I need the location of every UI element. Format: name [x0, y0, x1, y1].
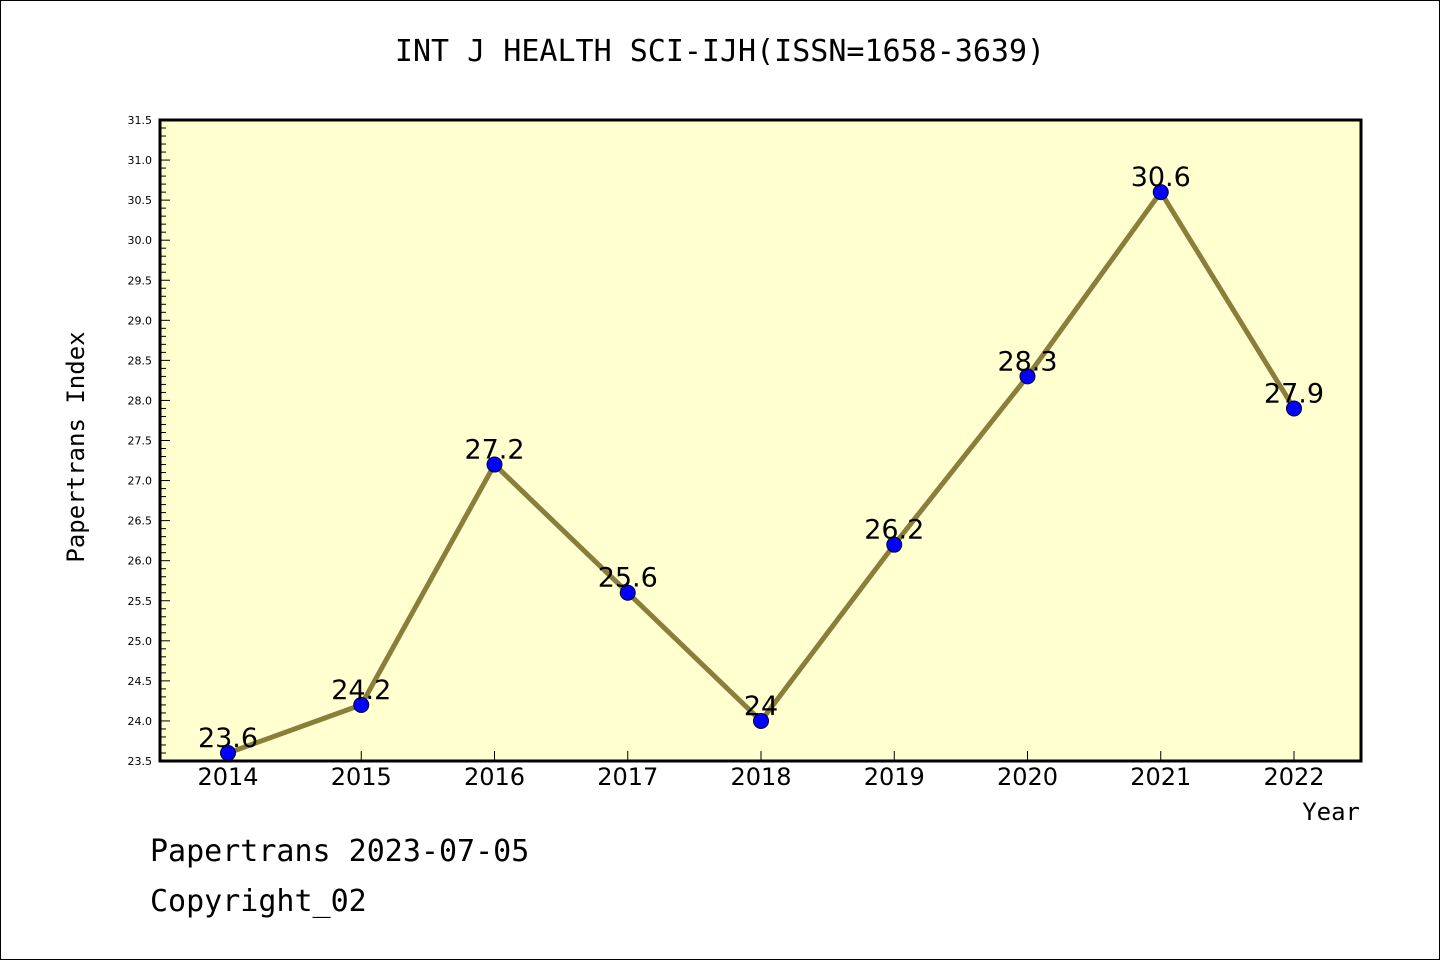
x-tick-label: 2016 [464, 763, 525, 791]
data-label: 27.9 [1264, 378, 1324, 409]
data-label: 26.2 [864, 515, 924, 546]
footer-date: Papertrans 2023-07-05 [150, 834, 530, 869]
plot-area [160, 120, 1361, 761]
data-labels: 23.6 24.2 27.2 25.6 24 26.2 28.3 30.6 27.9 [198, 162, 1324, 754]
y-tick-label: 29.0 [128, 314, 153, 327]
data-point [353, 696, 370, 713]
y-tick-label: 24.0 [128, 715, 153, 728]
y-axis-ticks: 23.5 24.0 24.5 25.0 25.5 26.0 26.5 27.0 27.5 28.0… [128, 114, 153, 768]
data-point [486, 456, 503, 473]
y-tick-label: 23.5 [128, 755, 153, 768]
x-tick-label: 2022 [1263, 763, 1324, 791]
data-point [1152, 184, 1169, 201]
data-label: 30.6 [1131, 162, 1191, 193]
data-label: 25.6 [598, 563, 658, 594]
x-axis-ticks: 2014 2015 2016 2017 2018 2019 2020 2021 2022 [197, 751, 1325, 791]
y-tick-label: 26.5 [128, 515, 153, 528]
y-tick-label: 27.0 [128, 475, 153, 488]
x-tick-label: 2019 [864, 763, 925, 791]
plot-border [158, 118, 1363, 763]
x-tick-label: 2021 [1130, 763, 1191, 791]
x-tick-label: 2015 [331, 763, 392, 791]
y-tick-label: 31.0 [128, 154, 153, 167]
series-markers [220, 184, 1302, 761]
x-axis-label: Year [1302, 798, 1360, 826]
data-label: 23.6 [198, 723, 258, 754]
y-axis-label: Papertrans Index [62, 331, 90, 562]
data-point [1286, 400, 1302, 417]
data-label: 27.2 [464, 435, 524, 466]
chart-title: INT J HEALTH SCI-IJH(ISSN=1658-3639) [394, 34, 1046, 69]
y-tick-label: 31.5 [128, 114, 153, 127]
data-point [1019, 368, 1036, 385]
data-point [753, 712, 769, 729]
data-point [886, 536, 903, 553]
y-tick-label: 30.0 [128, 234, 153, 247]
y-tick-label: 26.0 [128, 555, 153, 568]
data-label: 24 [744, 691, 778, 722]
data-label: 24.2 [331, 675, 391, 706]
y-tick-label: 28.5 [128, 354, 153, 367]
y-tick-label: 25.5 [128, 595, 153, 608]
y-tick-label: 27.5 [128, 435, 153, 448]
y-tick-label: 24.5 [128, 675, 153, 688]
y-tick-label: 29.5 [128, 274, 153, 287]
y-tick-label: 28.0 [128, 394, 153, 407]
footer-copyright: Copyright_02 [150, 884, 367, 919]
y-tick-label: 30.5 [128, 194, 153, 207]
data-point [619, 584, 636, 601]
y-tick-label: 25.0 [128, 635, 153, 648]
x-tick-label: 2014 [197, 763, 258, 791]
x-tick-label: 2017 [597, 763, 658, 791]
x-tick-label: 2020 [997, 763, 1058, 791]
x-tick-label: 2018 [730, 763, 791, 791]
data-label: 28.3 [997, 346, 1057, 377]
